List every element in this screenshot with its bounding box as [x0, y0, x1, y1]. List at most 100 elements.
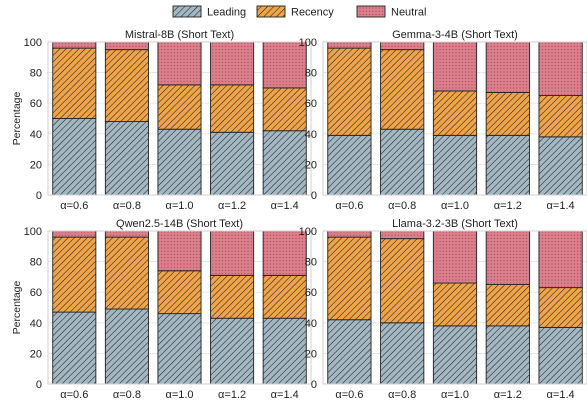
y-tick-label: 100 [299, 37, 317, 49]
plot-frame [322, 230, 587, 385]
bar-recency [104, 49, 149, 123]
legend-label-neutral: Neutral [391, 7, 426, 19]
bar-neutral [432, 230, 478, 284]
bar-segment-leading [380, 128, 425, 196]
bar-leading [380, 128, 425, 196]
y-tick-label: 0 [36, 379, 42, 391]
bar-segment-recency [538, 95, 583, 138]
legend-swatch-pattern-leading [172, 5, 202, 18]
bar-neutral [210, 230, 255, 276]
y-tick-label: 80 [305, 257, 317, 269]
legend-item-neutral: Neutral [356, 5, 426, 19]
bar-segment-neutral [52, 230, 97, 238]
y-tick-label: 60 [305, 98, 317, 110]
bar-segment-neutral [432, 230, 478, 284]
bar-segment-neutral [538, 230, 583, 289]
bar-neutral [157, 230, 202, 272]
bar-leading [538, 136, 583, 196]
x-tick-label: α=0.6 [335, 200, 363, 212]
bar-segment-neutral [327, 41, 372, 49]
bar-leading [485, 325, 530, 385]
bar-leading [262, 317, 307, 385]
x-tick-label: α=1.2 [218, 200, 246, 212]
bar-segment-leading [538, 326, 583, 385]
y-tick-label: 20 [305, 159, 317, 171]
bar-segment-leading [432, 325, 478, 385]
panel-title: Gemma-3-4B (Short Text) [392, 29, 518, 41]
bar-segment-leading [104, 308, 149, 385]
x-tick-label: α=1.4 [271, 389, 299, 398]
legend: Leading Recency Neutral [172, 5, 426, 19]
bar-neutral [538, 41, 583, 96]
x-tick-label: α=0.8 [113, 200, 141, 212]
bar-segment-neutral [380, 41, 425, 51]
bar-neutral [210, 41, 255, 86]
bar-segment-neutral [157, 230, 202, 272]
bar-segment-neutral [52, 41, 97, 49]
y-tick-label: 100 [24, 37, 42, 49]
panel-title: Mistral-8B (Short Text) [125, 29, 234, 41]
bar-segment-recency [52, 47, 97, 119]
y-tick-label: 20 [305, 348, 317, 360]
bar-recency [432, 282, 478, 327]
bar-segment-leading [380, 322, 425, 385]
bar-segment-recency [262, 87, 307, 132]
chart-panel-3: 0 20 40 60 80 100 α=0.6 α=0.8 α=1.0 α=1.2 α=1.4 Qwe… [11, 218, 312, 401]
bar-recency [262, 274, 307, 319]
bar-leading [485, 134, 530, 196]
y-tick-label: 100 [299, 226, 317, 238]
bar-segment-recency [210, 84, 255, 133]
y-tick-label: 40 [30, 129, 42, 141]
bar-segment-neutral [538, 41, 583, 96]
bar-segment-leading [485, 325, 530, 385]
y-axis-title: Percentage [11, 280, 23, 334]
legend-swatch-pattern-recency [256, 5, 286, 18]
x-tick-label: α=1.4 [547, 389, 575, 398]
bar-leading [210, 131, 255, 196]
y-axis-title: Percentage [11, 91, 23, 145]
bar-neutral [104, 41, 149, 51]
bar-neutral [538, 230, 583, 289]
y-tick-label: 40 [305, 129, 317, 141]
bar-neutral [52, 41, 97, 49]
bar-leading [327, 134, 372, 196]
y-tick-label: 60 [305, 287, 317, 299]
bar-segment-recency [104, 236, 149, 310]
bar-neutral [380, 230, 425, 240]
y-tick-label: 0 [36, 190, 42, 202]
bar-segment-neutral [262, 230, 307, 276]
bar-segment-recency [210, 274, 255, 319]
bar-leading [104, 121, 149, 196]
panel-title: Qwen2.5-14B (Short Text) [116, 218, 243, 230]
y-tick-label: 0 [311, 190, 317, 202]
bar-neutral [327, 230, 372, 238]
bar-segment-leading [538, 136, 583, 196]
bar-segment-recency [157, 270, 202, 315]
legend-label-leading: Leading [207, 7, 246, 19]
bar-segment-neutral [380, 230, 425, 240]
bar-recency [210, 84, 255, 133]
y-tick-label: 80 [30, 257, 42, 269]
bar-leading [157, 313, 202, 385]
bar-neutral [327, 41, 372, 49]
bar-segment-leading [262, 317, 307, 385]
chart-panel-4: 0 20 40 60 80 100 α=0.6 α=0.8 α=1.0 α=1.2 α=1.4 Lla… [299, 218, 587, 401]
y-tick-label: 40 [305, 318, 317, 330]
bar-segment-recency [157, 84, 202, 130]
legend-label-recency: Recency [291, 7, 334, 19]
bar-recency [157, 84, 202, 130]
x-tick-label: α=0.8 [388, 200, 416, 212]
bar-segment-leading [327, 134, 372, 196]
bar-segment-neutral [104, 41, 149, 51]
bar-segment-recency [380, 238, 425, 324]
bar-recency [380, 238, 425, 324]
y-tick-label: 20 [30, 348, 42, 360]
y-tick-label: 20 [30, 159, 42, 171]
bar-segment-recency [538, 287, 583, 328]
y-tick-label: 60 [30, 287, 42, 299]
y-tick-label: 60 [30, 98, 42, 110]
bar-segment-neutral [262, 41, 307, 89]
bar-recency [52, 236, 97, 313]
bar-segment-neutral [157, 41, 202, 86]
bar-segment-leading [157, 313, 202, 385]
